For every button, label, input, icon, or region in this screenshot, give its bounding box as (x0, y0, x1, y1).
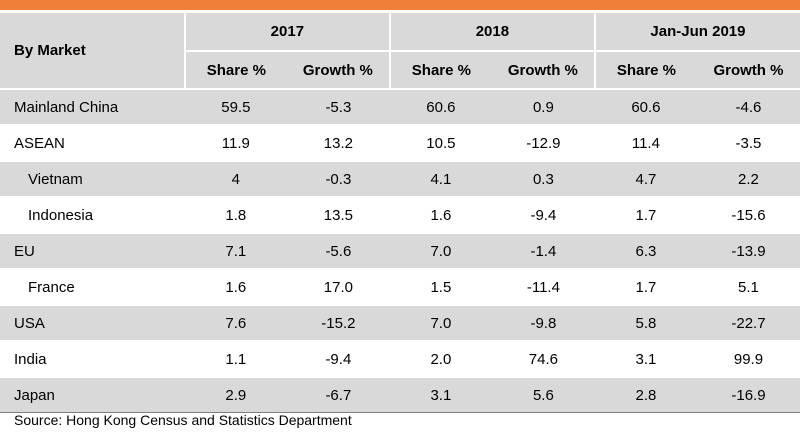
table-cell: 1.1 (184, 341, 287, 378)
table-cell: 0.9 (491, 89, 595, 126)
column-group-jan-jun-2019: Jan-Jun 2019 (593, 13, 800, 52)
table-row: France 1.6 17.0 1.5 -11.4 1.7 5.1 (0, 269, 800, 306)
table-cell: -6.7 (286, 377, 390, 413)
column-group-2017: 2017 (183, 13, 390, 52)
table-cell: 5.1 (696, 269, 800, 306)
table-cell: -9.4 (286, 341, 390, 378)
table-cell: -4.6 (696, 89, 800, 126)
table-cell: 2.9 (184, 377, 287, 413)
table-cell: -9.4 (491, 197, 595, 234)
market-name: Vietnam (0, 161, 185, 198)
table-cell: 0.3 (491, 161, 595, 198)
column-header-share: Share % (593, 51, 697, 90)
table-cell: -15.2 (286, 305, 390, 342)
table-cell: 11.9 (184, 125, 287, 162)
table-cell: 1.7 (594, 197, 697, 234)
table-cell: 1.7 (594, 269, 697, 306)
table-cell: 59.5 (184, 89, 287, 126)
table-cell: 1.8 (184, 197, 287, 234)
table-cell: 17.0 (286, 269, 390, 306)
market-name: EU (0, 233, 185, 270)
column-header-market: By Market (0, 13, 186, 90)
market-name: India (0, 341, 185, 378)
column-group-2018: 2018 (388, 13, 595, 52)
table-cell: 1.6 (184, 269, 287, 306)
table-row: Mainland China 59.5 -5.3 60.6 0.9 60.6 -… (0, 89, 800, 126)
table-row: Indonesia 1.8 13.5 1.6 -9.4 1.7 -15.6 (0, 197, 800, 234)
table-cell: 4.1 (389, 161, 492, 198)
table-cell: -15.6 (696, 197, 800, 234)
table-cell: -9.8 (491, 305, 595, 342)
table-cell: -12.9 (491, 125, 595, 162)
table-row: Japan 2.9 -6.7 3.1 5.6 2.8 -16.9 (0, 377, 800, 413)
table-cell: -0.3 (286, 161, 390, 198)
table-cell: 60.6 (594, 89, 697, 126)
table-cell: 6.3 (594, 233, 697, 270)
table-cell: 2.2 (696, 161, 800, 198)
market-name: Japan (0, 377, 185, 413)
market-name: ASEAN (0, 125, 185, 162)
table-cell: 2.8 (594, 377, 697, 413)
column-header-growth: Growth % (286, 51, 390, 90)
table-cell: 13.2 (286, 125, 390, 162)
table-cell: -3.5 (696, 125, 800, 162)
table-cell: 13.5 (286, 197, 390, 234)
table-cell: -5.3 (286, 89, 390, 126)
table-cell: 60.6 (389, 89, 492, 126)
table-cell: 3.1 (389, 377, 492, 413)
table-cell: 7.0 (389, 233, 492, 270)
market-name: Mainland China (0, 89, 185, 126)
market-table: By Market 2017 2018 Jan-Jun 2019 Share %… (0, 13, 800, 413)
table-cell: 7.0 (389, 305, 492, 342)
table-cell: 4 (184, 161, 287, 198)
table-cell: 5.6 (491, 377, 595, 413)
table-cell: 10.5 (389, 125, 492, 162)
table-cell: 7.6 (184, 305, 287, 342)
column-header-share: Share % (388, 51, 492, 90)
market-name: France (0, 269, 185, 306)
table-cell: 4.7 (594, 161, 697, 198)
table-row: USA 7.6 -15.2 7.0 -9.8 5.8 -22.7 (0, 305, 800, 342)
table-cell: 1.5 (389, 269, 492, 306)
market-name: USA (0, 305, 185, 342)
header-row-measures: Share % Growth % Share % Growth % Share … (0, 51, 800, 90)
header-row-years: By Market 2017 2018 Jan-Jun 2019 (0, 13, 800, 90)
table-cell: -13.9 (696, 233, 800, 270)
table-cell: 1.6 (389, 197, 492, 234)
table-cell: -16.9 (696, 377, 800, 413)
table-row: India 1.1 -9.4 2.0 74.6 3.1 99.9 (0, 341, 800, 378)
table-row: Vietnam 4 -0.3 4.1 0.3 4.7 2.2 (0, 161, 800, 198)
table-cell: -1.4 (491, 233, 595, 270)
market-name: Indonesia (0, 197, 185, 234)
table-cell: -5.6 (286, 233, 390, 270)
table-cell: 99.9 (696, 341, 800, 378)
table-row: EU 7.1 -5.6 7.0 -1.4 6.3 -13.9 (0, 233, 800, 270)
table-cell: -22.7 (696, 305, 800, 342)
table-cell: 3.1 (594, 341, 697, 378)
table-cell: -11.4 (491, 269, 595, 306)
table-cell: 7.1 (184, 233, 287, 270)
table-cell: 11.4 (594, 125, 697, 162)
source-note: Source: Hong Kong Census and Statistics … (14, 412, 352, 428)
table-cell: 5.8 (594, 305, 697, 342)
table-cell: 2.0 (389, 341, 492, 378)
accent-bar (0, 0, 800, 10)
column-header-share: Share % (183, 51, 287, 90)
table-cell: 74.6 (491, 341, 595, 378)
column-header-growth: Growth % (491, 51, 595, 90)
column-header-growth: Growth % (696, 51, 800, 90)
table-row: ASEAN 11.9 13.2 10.5 -12.9 11.4 -3.5 (0, 125, 800, 162)
